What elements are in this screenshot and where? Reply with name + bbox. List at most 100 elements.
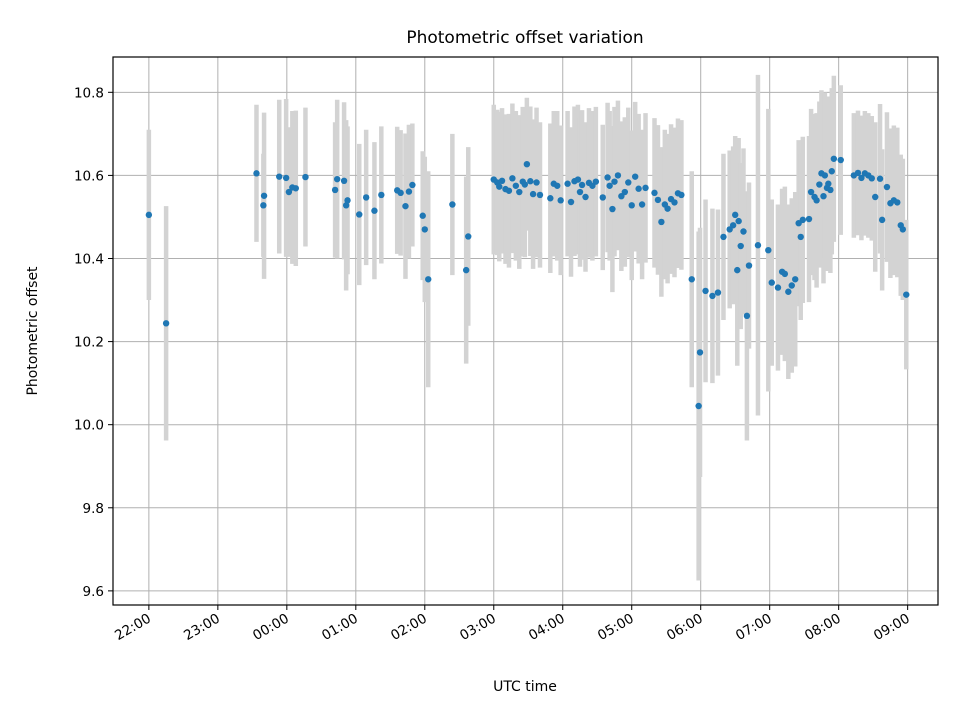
- data-point: [260, 192, 268, 199]
- x-axis-label: UTC time: [493, 679, 557, 695]
- data-point: [582, 193, 589, 201]
- data-point: [702, 287, 709, 295]
- data-point: [421, 226, 428, 233]
- data-point: [878, 216, 886, 224]
- data-point: [162, 320, 170, 327]
- data-point: [409, 181, 416, 189]
- data-point: [533, 179, 540, 186]
- data-point: [743, 312, 751, 320]
- data-point: [621, 188, 629, 196]
- y-axis-ticks: 9.6 9.8 10.0 10.2 10.4 10.6 10.8: [74, 85, 113, 600]
- data-point: [529, 190, 537, 198]
- data-point: [695, 402, 702, 410]
- data-point: [496, 183, 503, 190]
- data-point: [397, 189, 404, 197]
- data-point: [799, 216, 806, 224]
- data-point: [781, 270, 789, 278]
- data-point: [362, 194, 370, 201]
- plot-frame: [112, 56, 939, 606]
- data-point: [425, 276, 432, 283]
- y-tick-label: 10.0: [74, 418, 104, 434]
- data-point: [378, 191, 385, 199]
- data-point: [344, 197, 351, 204]
- data-point: [557, 197, 564, 204]
- y-tick-label: 9.8: [83, 501, 104, 517]
- data-point: [574, 176, 582, 183]
- data-point: [792, 276, 799, 283]
- data-point: [740, 228, 747, 235]
- data-point: [688, 276, 695, 283]
- data-point: [516, 188, 523, 196]
- data-point: [828, 168, 835, 175]
- data-point: [564, 180, 571, 187]
- data-point: [813, 197, 820, 204]
- data-point: [449, 201, 456, 208]
- data-point: [731, 211, 739, 219]
- data-point: [628, 202, 635, 209]
- data-point: [285, 188, 293, 196]
- data-point: [807, 188, 815, 196]
- data-point: [696, 349, 704, 356]
- data-point: [402, 202, 409, 210]
- data-point: [625, 179, 632, 186]
- data-point: [654, 196, 662, 204]
- data-point: [709, 292, 716, 300]
- data-point: [276, 173, 283, 180]
- data-point: [872, 193, 879, 201]
- data-point: [527, 178, 534, 185]
- data-point: [805, 215, 813, 223]
- data-point: [609, 205, 616, 213]
- data-point: [554, 182, 561, 189]
- data-point: [333, 175, 341, 183]
- data-point: [635, 185, 642, 192]
- data-point: [340, 177, 348, 185]
- data-point: [578, 181, 586, 189]
- data-point: [604, 174, 611, 181]
- data-point: [774, 284, 782, 291]
- data-point: [536, 191, 544, 199]
- data-point: [465, 233, 472, 240]
- data-point: [765, 246, 772, 254]
- data-point: [671, 199, 678, 206]
- data-point: [567, 198, 575, 206]
- data-point: [592, 178, 600, 185]
- y-tick-label: 10.4: [74, 252, 104, 268]
- data-point: [331, 186, 339, 194]
- data-point: [854, 169, 862, 177]
- y-tick-label: 10.8: [74, 85, 104, 101]
- data-point: [658, 218, 665, 226]
- data-point: [827, 186, 834, 194]
- data-point: [720, 233, 727, 241]
- data-point: [768, 279, 775, 286]
- data-point: [903, 291, 910, 298]
- data-point: [894, 199, 901, 206]
- data-point: [356, 211, 363, 218]
- data-point: [253, 170, 260, 177]
- data-point: [729, 222, 737, 229]
- chart-title: Photometric offset variation: [406, 28, 643, 48]
- data-point: [342, 202, 350, 209]
- data-point: [837, 156, 844, 164]
- data-point: [785, 288, 792, 295]
- data-point: [876, 175, 884, 182]
- data-point: [735, 217, 742, 225]
- data-point: [651, 189, 658, 197]
- data-point: [606, 182, 613, 189]
- y-tick-label: 10.2: [74, 335, 104, 351]
- data-point: [260, 202, 267, 209]
- data-point: [638, 201, 646, 208]
- data-point: [302, 173, 309, 181]
- data-point: [797, 233, 804, 241]
- data-point: [512, 182, 520, 189]
- data-point: [642, 184, 649, 192]
- data-points: [145, 155, 910, 410]
- data-point: [830, 155, 838, 162]
- data-point: [498, 177, 506, 185]
- data-point: [821, 172, 829, 179]
- data-point: [883, 183, 891, 191]
- data-point: [509, 175, 516, 182]
- data-point: [462, 266, 470, 274]
- data-point: [599, 194, 606, 201]
- data-point: [145, 211, 153, 219]
